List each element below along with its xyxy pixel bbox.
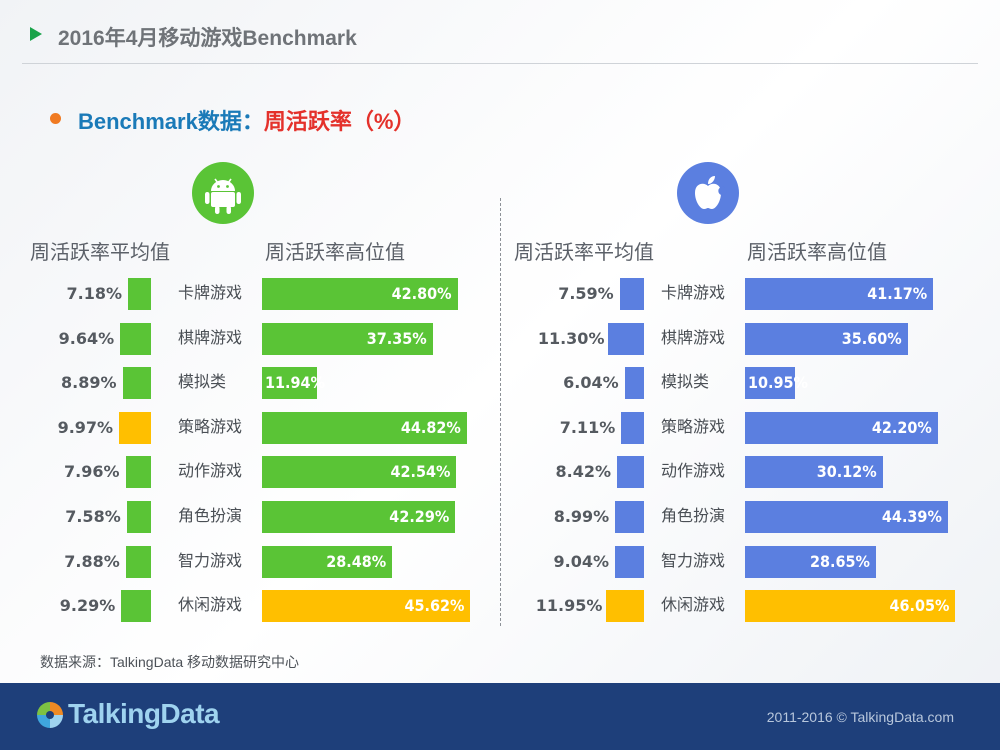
android-category-label: 模拟类 (178, 374, 227, 392)
android-category-label: 智力游戏 (178, 552, 243, 570)
subtitle-prefix: Benchmark数据： (78, 109, 264, 134)
ios-category-label: 智力游戏 (661, 552, 726, 570)
android-avg-bar (125, 545, 151, 578)
header-triangle-icon (30, 27, 42, 41)
ios-category-label: 卡牌游戏 (661, 285, 726, 302)
android-category-label: 卡牌游戏 (178, 285, 243, 302)
ios-high-bar-value: 10.95% (745, 367, 808, 400)
ios-avg-value-label: 8.99% (553, 507, 610, 526)
android-avg-bar (128, 278, 151, 310)
ios-avg-header: 周活跃率平均值 (514, 242, 654, 264)
ios-high-bar-value: 30.12% (745, 456, 883, 489)
ios-avg-bar (615, 545, 644, 578)
android-avg-value-label: 7.18% (66, 284, 123, 303)
ios-avg-value-label: 11.30% (537, 328, 605, 348)
android-avg-header: 周活跃率平均值 (30, 242, 170, 264)
ios-high-bar-value: 44.39% (745, 501, 948, 533)
android-avg-bar (122, 367, 151, 400)
android-avg-value-label: 8.89% (61, 373, 117, 393)
ios-avg-bar (624, 367, 644, 400)
ios-category-label: 模拟类 (661, 374, 710, 392)
android-avg-bar (120, 322, 151, 355)
android-avg-bar (121, 590, 151, 623)
ios-avg-bar (617, 456, 644, 489)
android-category-label: 棋牌游戏 (178, 329, 243, 347)
ios-category-label: 休闲游戏 (661, 597, 726, 615)
ios-high-bar-value: 41.17% (745, 278, 934, 310)
ios-high-header: 周活跃率高位值 (747, 242, 887, 264)
section-subtitle: Benchmark数据：周活跃率（%） (78, 104, 415, 136)
ios-avg-value-label: 9.04% (553, 551, 610, 571)
android-high-bar-value: 11.94% (262, 367, 325, 400)
ios-category-label: 角色扮演 (661, 508, 726, 525)
android-high-bar-value: 37.35% (262, 322, 433, 355)
android-avg-value-label: 9.97% (57, 417, 114, 437)
android-high-bar-value: 45.62% (262, 590, 471, 623)
ios-avg-value-label: 8.42% (555, 462, 612, 482)
android-category-label: 动作游戏 (178, 463, 243, 481)
page-title: 2016年4月移动游戏Benchmark (58, 27, 357, 50)
ios-avg-value-label: 7.59% (558, 284, 614, 303)
bullet-dot-icon (50, 113, 61, 124)
android-category-label: 角色扮演 (178, 508, 243, 525)
android-avg-value-label: 7.58% (65, 507, 121, 526)
ios-avg-bar (615, 501, 644, 533)
footer-copyright: 2011-2016 © TalkingData.com (766, 709, 954, 725)
android-avg-bar (125, 456, 151, 489)
apple-icon (677, 162, 739, 224)
android-high-bar-value: 42.29% (262, 501, 456, 533)
android-high-bar-value: 28.48% (262, 545, 393, 578)
ios-category-label: 动作游戏 (661, 463, 726, 481)
ios-category-label: 策略游戏 (661, 418, 726, 436)
ios-avg-bar (619, 278, 644, 310)
ios-avg-bar (621, 411, 644, 444)
ios-high-bar-value: 28.65% (745, 545, 876, 578)
android-high-header: 周活跃率高位值 (265, 242, 405, 264)
ios-high-bar-value: 42.20% (745, 411, 938, 444)
android-avg-value-label: 7.88% (64, 551, 120, 571)
android-avg-value-label: 9.64% (58, 328, 115, 348)
android-high-bar-value: 42.54% (262, 456, 457, 489)
ios-high-bar-value: 46.05% (745, 590, 956, 623)
ios-avg-value-label: 7.11% (559, 417, 616, 437)
footer-logo-text: TalkingData (68, 698, 220, 729)
android-avg-value-label: 7.96% (64, 462, 120, 482)
android-icon (192, 162, 254, 224)
android-avg-value-label: 9.29% (59, 596, 116, 616)
header-divider (22, 63, 978, 64)
ios-high-bar-value: 35.60% (745, 322, 908, 355)
footer-bar: TalkingData 2011-2016 © TalkingData.com (0, 683, 1000, 750)
subtitle-highlight: 周活跃率（%） (263, 109, 416, 134)
android-avg-bar (126, 501, 151, 533)
android-category-label: 休闲游戏 (178, 597, 243, 615)
data-source: 数据来源：TalkingData 移动数据研究中心 (40, 654, 300, 670)
ios-avg-bar (607, 322, 644, 355)
ios-avg-bar (605, 590, 644, 623)
android-avg-bar (119, 411, 151, 444)
ios-category-label: 棋牌游戏 (661, 329, 726, 347)
talkingdata-logo-icon (34, 699, 66, 736)
android-high-bar-value: 42.80% (262, 278, 458, 310)
android-high-bar-value: 44.82% (262, 411, 467, 444)
ios-avg-value-label: 11.95% (535, 596, 603, 616)
android-category-label: 策略游戏 (178, 418, 243, 436)
ios-avg-value-label: 6.04% (563, 373, 619, 393)
platform-divider (500, 198, 501, 626)
